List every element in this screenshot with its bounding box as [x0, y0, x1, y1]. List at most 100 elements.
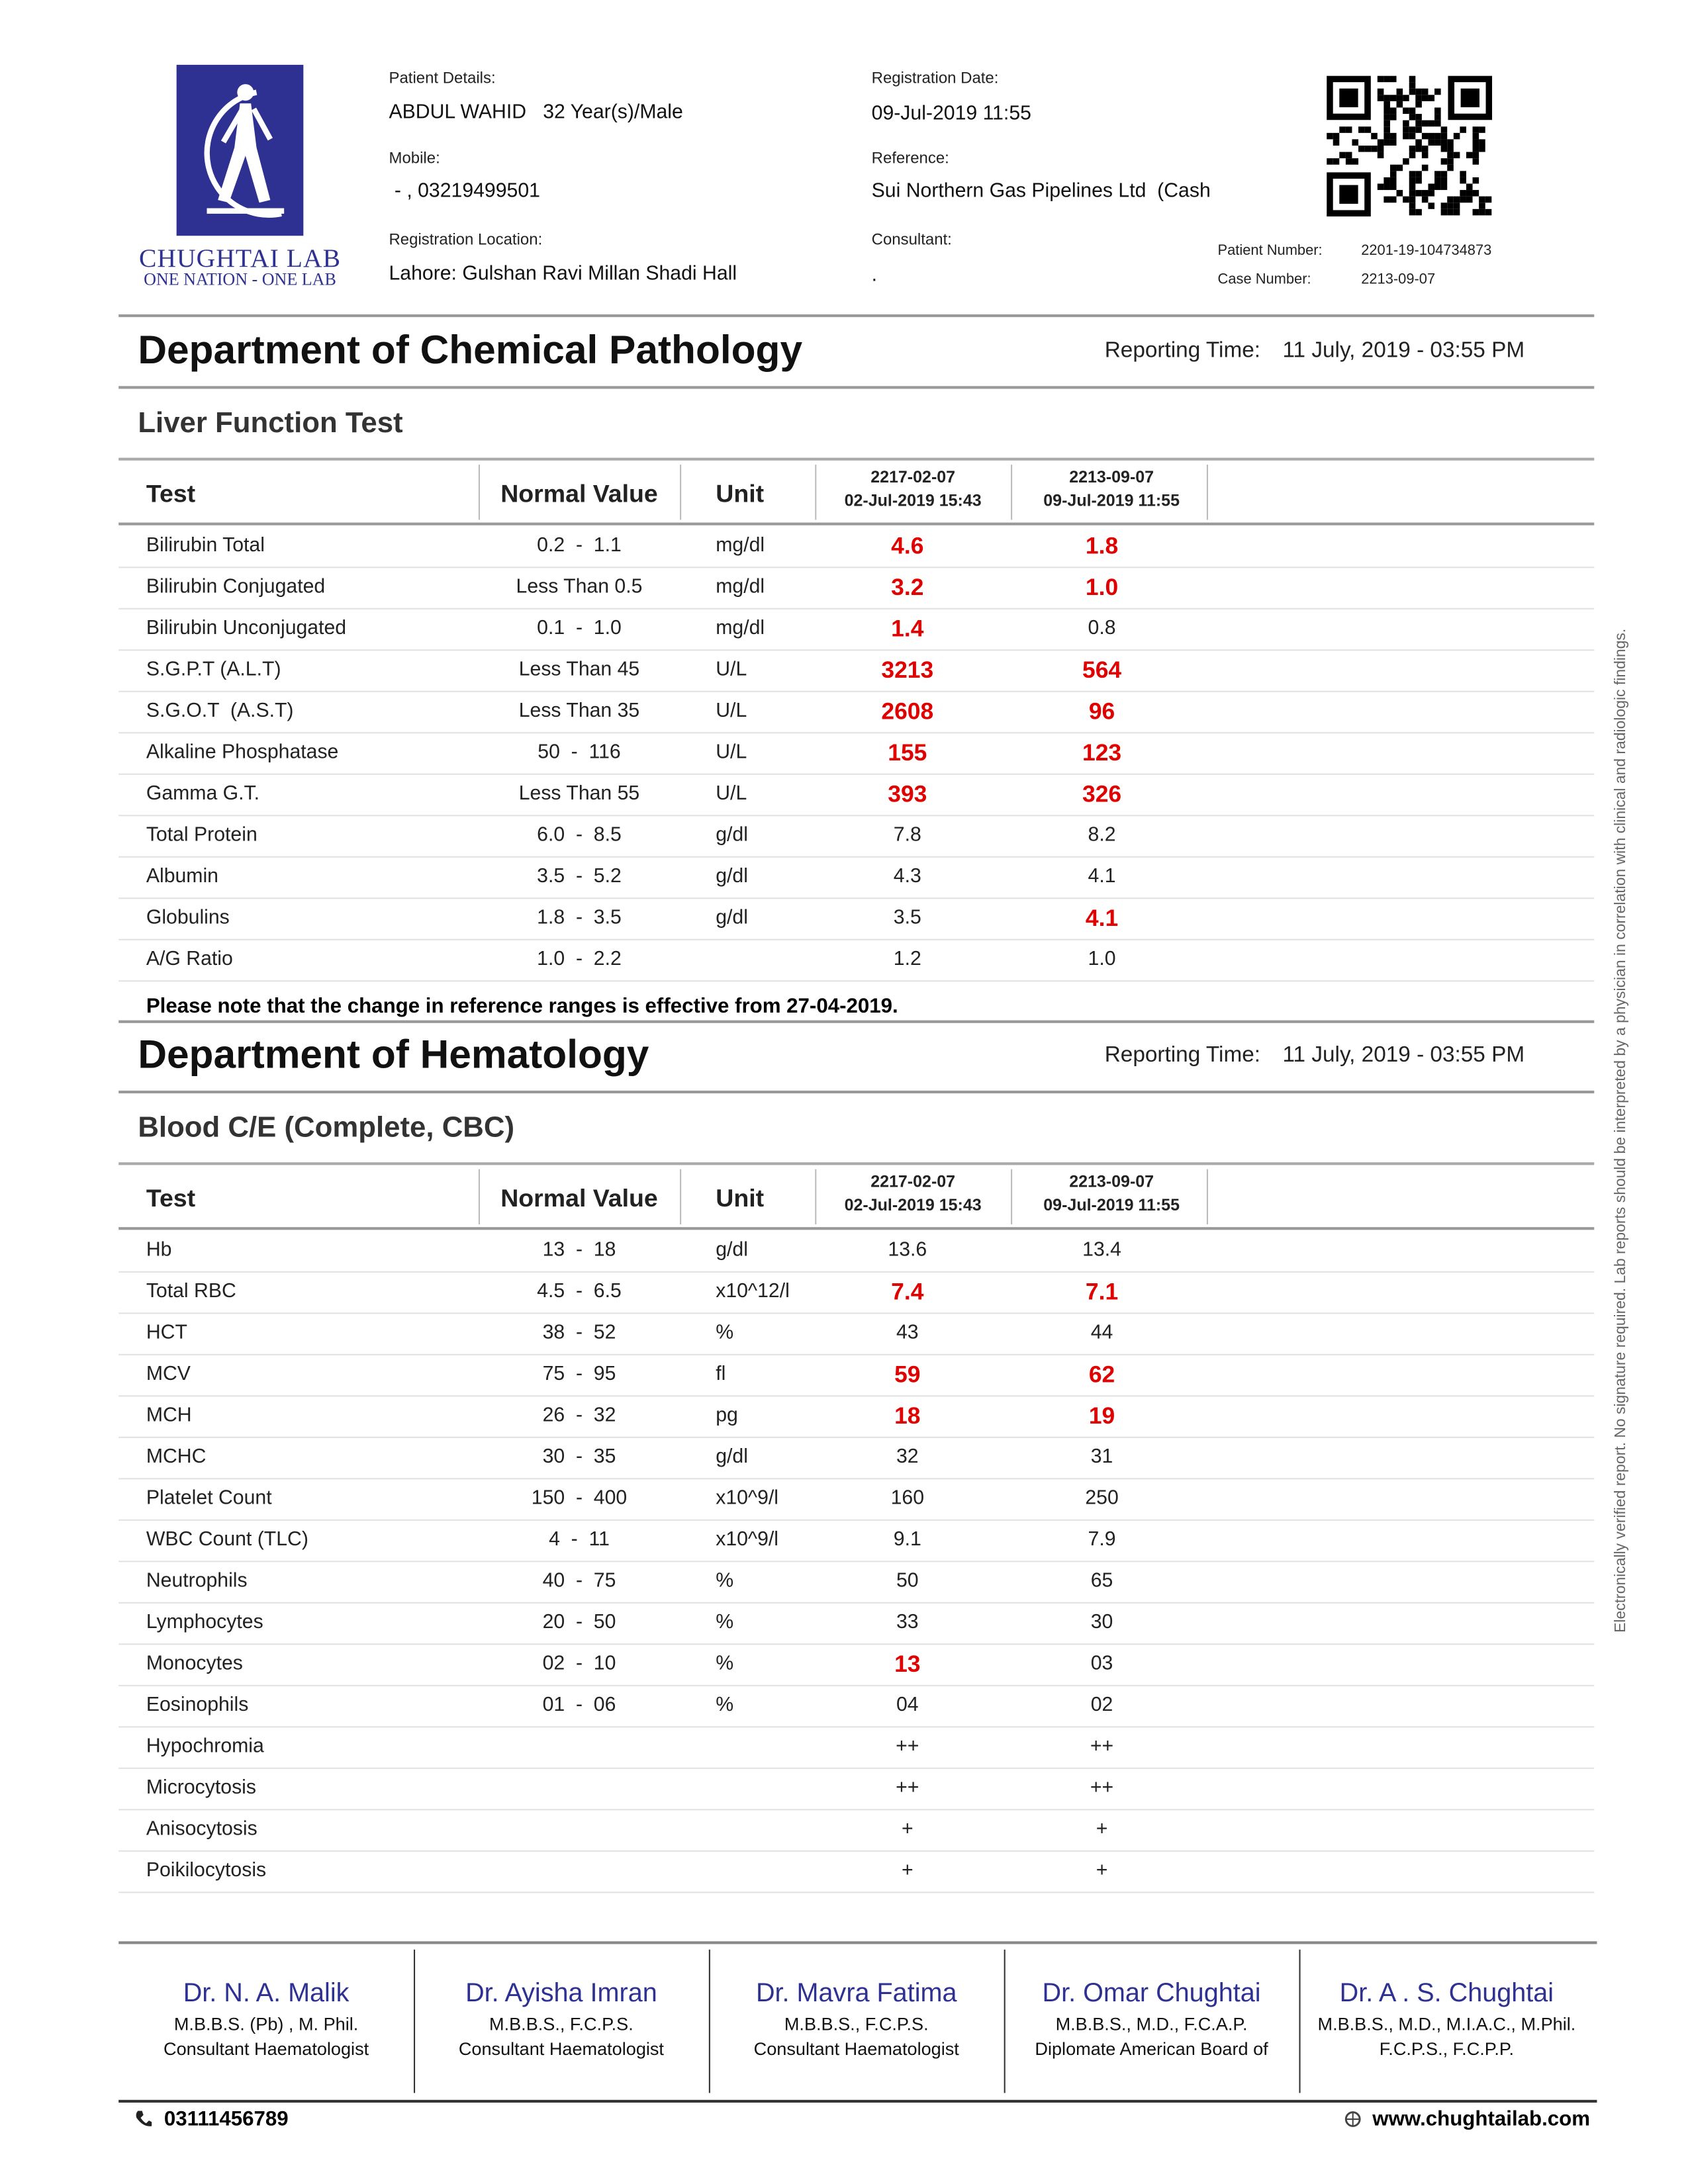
divider [680, 1169, 682, 1224]
divider [1011, 465, 1013, 520]
test-name: Microcytosis [146, 1776, 257, 1799]
rule [118, 1436, 1595, 1438]
rule [118, 1227, 1595, 1230]
unit: % [716, 1653, 734, 1675]
result: 4.3 [893, 865, 921, 888]
doctor-degree: M.B.B.S., F.C.P.S. [784, 2013, 929, 2034]
normal-value: Less Than 55 [518, 782, 640, 805]
test-name: Albumin [146, 865, 218, 888]
test-name: Gamma G.T. [146, 782, 260, 805]
rule [118, 1519, 1595, 1521]
department-title: Department of Chemical Pathology [138, 328, 803, 373]
divider [413, 1949, 416, 2093]
rule [118, 1478, 1595, 1480]
result: 19 [1088, 1402, 1115, 1430]
result: 7.9 [1088, 1528, 1116, 1551]
globe-icon [1344, 2111, 1361, 2127]
result: 96 [1088, 698, 1115, 725]
normal-value: 02 - 10 [542, 1653, 616, 1675]
result: 13 [894, 1651, 921, 1678]
unit: U/L [716, 659, 747, 681]
normal-value: 0.1 - 1.0 [537, 617, 622, 640]
field-label: Registration Date: [871, 70, 999, 87]
test-name: Total RBC [146, 1280, 236, 1303]
department-title: Department of Hematology [138, 1033, 649, 1078]
normal-value: 4 - 11 [549, 1528, 610, 1551]
doctor-name: Dr. Mavra Fatima [755, 1979, 957, 2009]
doctor-degree: M.B.B.S., M.D., M.I.A.C., M.Phil. [1317, 2013, 1576, 2034]
note: Please note that the change in reference… [146, 995, 898, 1019]
phone-icon [136, 2111, 152, 2126]
divider [1299, 1949, 1301, 2093]
field-label: Reference: [871, 150, 949, 167]
result: 2608 [881, 698, 934, 725]
field-value: ABDUL WAHID 32 Year(s)/Male [389, 101, 683, 124]
column-header: Unit [716, 479, 765, 508]
result: 393 [888, 781, 927, 807]
unit: % [716, 1570, 734, 1592]
result: + [901, 1859, 914, 1882]
field-label: Consultant: [871, 232, 952, 249]
rule [118, 1090, 1595, 1093]
result: 4.6 [891, 533, 924, 559]
test-group: Liver Function Test [138, 407, 403, 439]
normal-value: Less Than 45 [518, 659, 640, 681]
result: 1.0 [1088, 948, 1116, 971]
result-column-date: 02-Jul-2019 15:43 [844, 490, 982, 510]
unit: g/dl [716, 1239, 748, 1261]
result: 32 [896, 1445, 919, 1469]
normal-value: 20 - 50 [542, 1611, 616, 1634]
column-header: Unit [716, 1184, 765, 1212]
result: 59 [894, 1361, 921, 1388]
field-value: 2213-09-07 [1361, 271, 1436, 288]
result: 160 [890, 1487, 925, 1510]
unit: x10^9/l [716, 1487, 779, 1510]
qr-code [1327, 75, 1493, 217]
divider [478, 1169, 480, 1224]
result: ++ [1090, 1776, 1114, 1799]
unit: g/dl [716, 865, 748, 888]
unit: U/L [716, 700, 747, 723]
rule [118, 608, 1595, 610]
reporting-label: Reporting Time: [1104, 339, 1261, 363]
test-name: A/G Ratio [146, 948, 233, 971]
test-name: Bilirubin Total [146, 534, 265, 557]
result: ++ [1090, 1735, 1114, 1758]
rule [118, 1162, 1595, 1165]
rule [118, 856, 1595, 858]
test-group: Blood C/E (Complete, CBC) [138, 1112, 515, 1144]
unit: % [716, 1611, 734, 1634]
rule [118, 457, 1595, 460]
rule [118, 1353, 1595, 1355]
result-column-id: 2217-02-07 [870, 1171, 956, 1191]
test-name: Lymphocytes [146, 1611, 263, 1634]
result-column-id: 2213-09-07 [1069, 467, 1154, 487]
test-name: Poikilocytosis [146, 1859, 267, 1882]
rule [118, 1312, 1595, 1314]
result: 30 [1090, 1611, 1113, 1634]
normal-value: 3.5 - 5.2 [537, 865, 622, 888]
rule [118, 1020, 1595, 1023]
normal-value: 26 - 32 [542, 1404, 616, 1427]
result: 50 [896, 1570, 919, 1592]
test-name: MCV [146, 1363, 191, 1386]
test-name: Anisocytosis [146, 1818, 258, 1841]
column-header: Normal Value [500, 1184, 658, 1212]
test-name: HCT [146, 1322, 187, 1344]
test-name: S.G.O.T (A.S.T) [146, 700, 294, 723]
result: 33 [896, 1611, 919, 1634]
result: ++ [896, 1735, 919, 1758]
test-name: Alkaline Phosphatase [146, 741, 339, 764]
normal-value: 30 - 35 [542, 1445, 616, 1469]
field-value: . [871, 264, 878, 287]
column-header: Test [146, 479, 196, 508]
field-value: Lahore: Gulshan Ravi Millan Shadi Hall [389, 263, 737, 285]
result: 13.4 [1082, 1239, 1121, 1261]
result: ++ [896, 1776, 919, 1799]
doctor-name: Dr. Ayisha Imran [465, 1979, 657, 2009]
rule [118, 567, 1595, 569]
result-column-date: 02-Jul-2019 15:43 [844, 1195, 982, 1215]
rule [118, 1561, 1595, 1563]
result: 7.8 [893, 824, 921, 846]
